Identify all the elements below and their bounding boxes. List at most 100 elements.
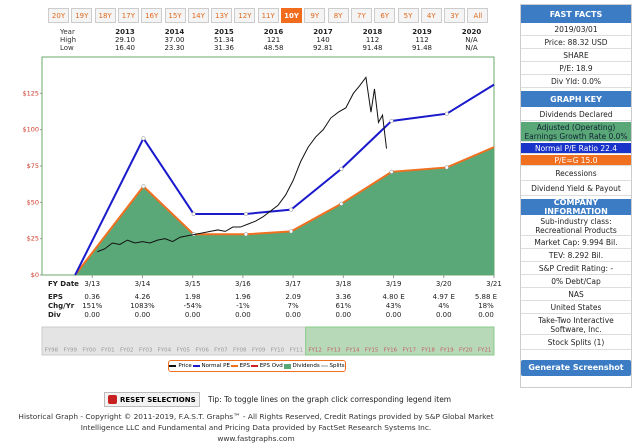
range-button[interactable]: 11Y: [257, 8, 279, 23]
eps-cell: 0.00: [235, 311, 251, 319]
y-tick-label: $125: [22, 89, 39, 97]
price-cell: 29.10: [114, 36, 136, 44]
chart: $0 $25 $50 $75 $100 $125 3/13 3/14 3/15 3/16 3/17 3…: [22, 56, 502, 356]
vertex-marker: [243, 232, 248, 237]
range-button[interactable]: 10Y: [281, 8, 302, 23]
range-button[interactable]: 14Y: [187, 8, 209, 23]
navigator-label: FY98: [45, 348, 59, 354]
sidebar-row: TEV: 8.292 Bil.: [521, 250, 631, 262]
legend-swatch: [250, 365, 258, 367]
price-row-label: High: [60, 36, 77, 44]
price-cell: 2019: [412, 28, 432, 36]
eps-cell: 151%: [82, 302, 102, 310]
legend-swatch: [283, 363, 291, 369]
eps-cell: 0.00: [285, 311, 301, 319]
price-cell: 91.48: [362, 44, 383, 52]
sidebar-row: Div Yld: 0.0%: [521, 76, 631, 88]
eps-cell: 2.09: [285, 293, 301, 301]
eps-cell: 4%: [438, 302, 449, 310]
footer-line: Historical Graph - Copyright © 2011-2019…: [18, 412, 494, 421]
x-tick-label: 3/20: [436, 280, 452, 288]
range-button[interactable]: 17Y: [117, 8, 139, 23]
range-button[interactable]: 20Y: [48, 8, 69, 23]
legend-item[interactable]: Normal PE: [192, 363, 230, 369]
sidebar-row: S&P Credit Rating: -: [521, 263, 631, 275]
eps-cell: 0.00: [84, 311, 100, 319]
price-row-label: Year: [60, 28, 75, 36]
footer-line: www.fastgraphs.com: [217, 434, 295, 443]
screenshot-button[interactable]: Generate Screenshot: [521, 360, 631, 376]
legend-item[interactable]: Splits: [320, 363, 345, 369]
legend-label: Price: [178, 363, 192, 369]
eps-cell: 18%: [478, 302, 494, 310]
eps-cell: 0.36: [84, 293, 100, 301]
legend-item[interactable]: Price: [169, 363, 192, 369]
range-button[interactable]: 18Y: [94, 8, 116, 23]
range-button[interactable]: 7Y: [350, 8, 372, 23]
legend-item[interactable]: EPS: [230, 363, 250, 369]
x-tick-label: 3/19: [386, 280, 402, 288]
x-tick-label: 3/14: [135, 280, 151, 288]
eps-cell: 43%: [386, 302, 402, 310]
price-cell: 23.30: [164, 44, 185, 52]
vertex-marker: [243, 211, 248, 217]
price-cell: N/A: [465, 36, 478, 44]
vertex-marker: [141, 184, 146, 189]
sidebar-row: Recessions: [521, 167, 631, 181]
reset-label: RESET SELECTIONS: [120, 395, 196, 404]
y-tick-label: $0: [31, 271, 39, 279]
range-button[interactable]: 5Y: [397, 8, 419, 23]
legend-item[interactable]: EPS Ovd: [250, 363, 283, 369]
sidebar-row: P/E=G 15.0: [521, 155, 631, 166]
price-cell: 2014: [164, 28, 185, 36]
legend-label: Splits: [329, 363, 345, 369]
range-button[interactable]: 8Y: [327, 8, 349, 23]
price-cell: 2017: [313, 28, 333, 36]
range-button[interactable]: 13Y: [211, 8, 233, 23]
price-cell: 2020: [461, 28, 482, 36]
navigator-label: FY21: [478, 348, 492, 354]
sidebar-row: Dividend Yield & Payout: [521, 182, 631, 196]
series-line: [97, 76, 388, 253]
legend-swatch: [169, 365, 177, 367]
range-button[interactable]: All: [467, 8, 489, 23]
price-cell: 2018: [362, 28, 383, 36]
x-tick-label: 3/18: [335, 280, 351, 288]
range-button[interactable]: 12Y: [234, 8, 256, 23]
range-button[interactable]: 16Y: [141, 8, 163, 23]
eps-cell: 61%: [336, 302, 352, 310]
eps-row-label: EPS: [48, 293, 63, 301]
vertex-marker: [289, 207, 294, 212]
navigator-label: FY99: [63, 348, 77, 354]
legend-item[interactable]: Dividends: [283, 363, 320, 369]
range-button[interactable]: 3Y: [444, 8, 466, 23]
price-cell: 31.36: [213, 44, 235, 52]
sidebar-row: Adjusted (Operating) Earnings Growth Rat…: [521, 122, 631, 142]
range-button[interactable]: 4Y: [420, 8, 442, 23]
sidebar-row: GRAPH KEY: [521, 91, 631, 107]
legend-label: EPS: [239, 363, 250, 369]
price-cell: 112: [365, 36, 380, 44]
price-cell: 2013: [115, 28, 135, 36]
range-button[interactable]: 6Y: [374, 8, 396, 23]
price-cell: 121: [266, 36, 281, 44]
eps-cell: 4.26: [135, 293, 151, 301]
range-button[interactable]: 19Y: [71, 8, 93, 23]
x-tick-label: 3/16: [235, 280, 251, 288]
eps-cell: 0.00: [336, 311, 352, 319]
eps-cell: 1083%: [130, 302, 155, 310]
navigator-label: FY02: [120, 348, 134, 354]
navigator-label: FY16: [384, 348, 398, 354]
price-cell: 2015: [214, 28, 234, 36]
sidebar-row: Stock Splits (1): [521, 336, 631, 350]
y-tick-label: $25: [27, 235, 39, 243]
navigator-label: FY00: [82, 348, 96, 354]
legend-label: EPS Ovd: [259, 363, 283, 369]
sidebar-row: Normal P/E Ratio 22.4: [521, 143, 631, 154]
range-button[interactable]: 9Y: [304, 8, 326, 23]
reset-button[interactable]: RESET SELECTIONS: [104, 392, 200, 407]
range-button[interactable]: 15Y: [164, 8, 186, 23]
sidebar-row: COMPANY INFORMATION: [521, 198, 631, 216]
sidebar-row: P/E: 18.9: [521, 63, 631, 75]
price-cell: 91.48: [411, 44, 433, 52]
